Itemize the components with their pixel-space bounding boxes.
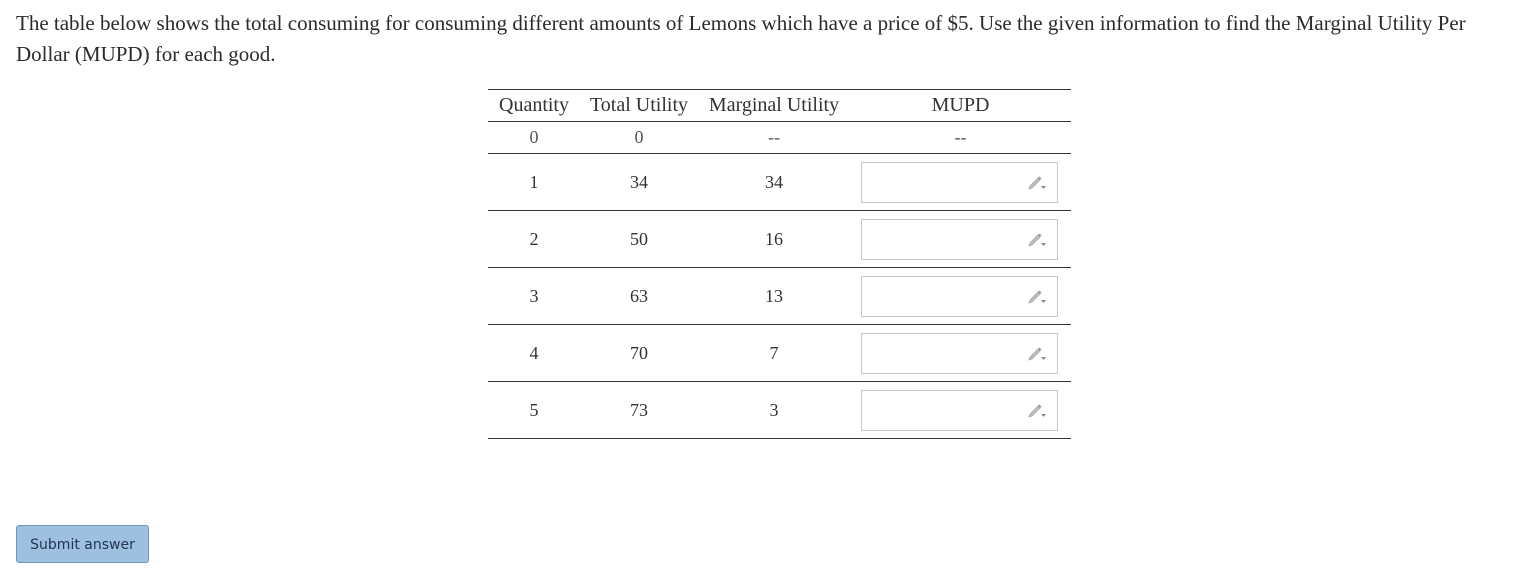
mupd-answer-box[interactable] — [861, 332, 1058, 374]
pencil-dropdown-icon[interactable] — [1027, 403, 1047, 419]
cell-marginal-utility: 16 — [698, 210, 850, 268]
cell-mupd — [850, 153, 1071, 211]
cell-marginal-utility: 34 — [698, 153, 850, 211]
cell-mupd — [850, 381, 1071, 439]
mupd-answer-box[interactable] — [861, 389, 1058, 431]
cell-total-utility: 0 — [580, 121, 698, 154]
table-row: 4 70 7 — [488, 324, 1071, 382]
table-row: 0 0 -- -- — [488, 121, 1071, 154]
cell-marginal-utility: -- — [698, 121, 850, 154]
table-row: 1 34 34 — [488, 153, 1071, 211]
mupd-input[interactable] — [862, 219, 1057, 259]
mupd-input[interactable] — [862, 390, 1057, 430]
cell-quantity: 0 — [488, 121, 580, 154]
table-row: 2 50 16 — [488, 210, 1071, 268]
cell-total-utility: 63 — [580, 267, 698, 325]
cell-mupd — [850, 324, 1071, 382]
cell-quantity: 5 — [488, 381, 580, 439]
cell-quantity: 1 — [488, 153, 580, 211]
header-marginal-utility: Marginal Utility — [698, 89, 850, 122]
question-prompt: The table below shows the total consumin… — [16, 11, 1466, 66]
utility-table: Quantity Total Utility Marginal Utility … — [488, 89, 1071, 439]
mupd-answer-box[interactable] — [861, 161, 1058, 203]
utility-table-container: Quantity Total Utility Marginal Utility … — [488, 89, 1071, 439]
cell-total-utility: 70 — [580, 324, 698, 382]
pencil-dropdown-icon[interactable] — [1027, 175, 1047, 191]
cell-quantity: 3 — [488, 267, 580, 325]
cell-total-utility: 34 — [580, 153, 698, 211]
table-row: 3 63 13 — [488, 267, 1071, 325]
cell-quantity: 4 — [488, 324, 580, 382]
table-header-row: Quantity Total Utility Marginal Utility … — [488, 89, 1071, 122]
mupd-input[interactable] — [862, 333, 1057, 373]
cell-marginal-utility: 7 — [698, 324, 850, 382]
mupd-answer-box[interactable] — [861, 275, 1058, 317]
submit-answer-button[interactable]: Submit answer — [16, 525, 149, 563]
cell-marginal-utility: 3 — [698, 381, 850, 439]
header-mupd: MUPD — [850, 89, 1071, 122]
pencil-dropdown-icon[interactable] — [1027, 232, 1047, 248]
pencil-dropdown-icon[interactable] — [1027, 289, 1047, 305]
cell-total-utility: 50 — [580, 210, 698, 268]
cell-total-utility: 73 — [580, 381, 698, 439]
header-total-utility: Total Utility — [580, 89, 698, 122]
mupd-input[interactable] — [862, 162, 1057, 202]
cell-mupd: -- — [850, 121, 1071, 154]
mupd-input[interactable] — [862, 276, 1057, 316]
cell-quantity: 2 — [488, 210, 580, 268]
mupd-answer-box[interactable] — [861, 218, 1058, 260]
header-quantity: Quantity — [488, 89, 580, 122]
cell-mupd — [850, 267, 1071, 325]
cell-mupd — [850, 210, 1071, 268]
pencil-dropdown-icon[interactable] — [1027, 346, 1047, 362]
cell-marginal-utility: 13 — [698, 267, 850, 325]
table-row: 5 73 3 — [488, 381, 1071, 439]
